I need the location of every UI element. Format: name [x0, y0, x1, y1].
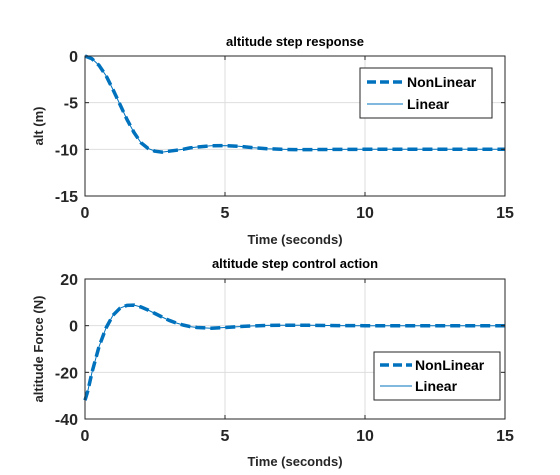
x-tick-label: 0 [81, 205, 90, 222]
ticks [84, 55, 506, 197]
y-axis-label: altitude Force (N) [31, 296, 46, 403]
x-tick-label: 0 [81, 428, 90, 445]
y-tick-labels: 0 -5 -10 -15 [55, 49, 78, 206]
plot-frame [84, 278, 506, 420]
legend-label-linear: Linear [407, 96, 450, 112]
x-tick-label: 5 [221, 205, 230, 222]
y-tick-label: 0 [69, 319, 78, 336]
y-tick-label: -15 [55, 189, 78, 206]
series-layer [83, 303, 505, 401]
chart-title: altitude step response [226, 34, 364, 49]
legend-box [359, 67, 493, 119]
x-tick-label: 5 [221, 428, 230, 445]
y-tick-label: -10 [55, 142, 78, 159]
legend-label-nonlinear: NonLinear [415, 357, 485, 373]
x-tick-label: 10 [356, 428, 374, 445]
series-layer [84, 54, 505, 154]
y-tick-label: 20 [60, 272, 78, 289]
y-tick-labels: 20 0 -20 -40 [55, 272, 78, 429]
x-tick-label: 10 [356, 205, 374, 222]
x-tick-label: 15 [496, 428, 514, 445]
plot-frame [84, 55, 506, 197]
y-tick-label: 0 [69, 49, 78, 66]
x-tick-labels: 0 5 10 15 [81, 205, 514, 222]
legend: NonLinear Linear [373, 351, 501, 401]
legend-label-linear: Linear [415, 378, 458, 394]
series-line-linear [84, 55, 505, 153]
chart-title: altitude step control action [212, 256, 378, 271]
x-axis-label: Time (seconds) [247, 454, 342, 469]
x-axis-label: Time (seconds) [247, 232, 342, 247]
y-tick-label: -5 [64, 96, 78, 113]
series-line-linear [84, 304, 505, 401]
legend-box [373, 351, 501, 401]
altitude-response-chart: altitude step response 0 5 10 15 0 -5 -1… [31, 34, 514, 247]
y-axis-label: alt (m) [31, 107, 46, 146]
x-tick-labels: 0 5 10 15 [81, 428, 514, 445]
y-tick-label: -20 [55, 365, 78, 382]
y-tick-label: -40 [55, 412, 78, 429]
control-action-chart: altitude step control action 0 5 10 15 2… [31, 256, 514, 469]
x-tick-label: 15 [496, 205, 514, 222]
legend-label-nonlinear: NonLinear [407, 74, 477, 90]
ticks [84, 278, 506, 420]
legend: NonLinear Linear [359, 67, 493, 119]
